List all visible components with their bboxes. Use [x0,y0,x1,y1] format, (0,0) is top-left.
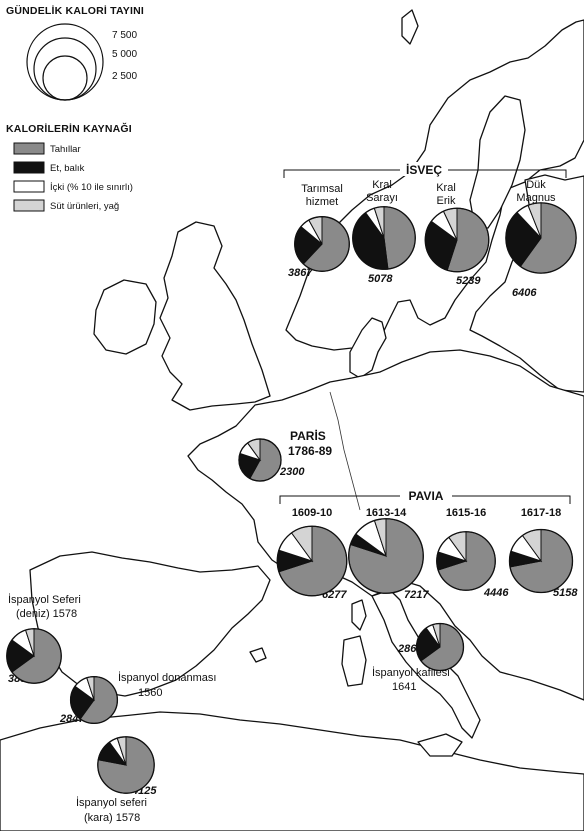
great-britain [159,221,271,411]
pie-s1-outline [294,216,350,272]
size-value-7500: 7 500 [112,30,137,41]
pie-s2 [352,206,416,270]
source-legend-title: KALORİLERİN KAYNAĞI [6,122,132,135]
site-s1-name-2: hizmet [306,196,338,208]
site-navy-name-2: 1560 [138,687,162,699]
group-annotations: İSVEÇ PARİS 1786-89 PAVIA [279,162,571,504]
site-p3-kcal: 4446 [483,587,509,599]
sardinia [341,635,367,687]
site-s2-name-2: Sarayı [366,192,398,204]
pie-p1 [276,525,348,597]
north-africa [0,711,584,831]
site-s3-name-1: Kral [436,182,456,194]
site-sea-name-1: İspanyol Seferi [8,593,81,606]
site-paris-kcal: 2300 [279,466,305,478]
site-navy-name-1: İspanyol donanması [118,671,216,684]
pie-sea [6,628,62,684]
site-p2-years: 1613-14 [366,507,407,519]
size-circle-7500 [26,23,104,101]
size-value-2500: 2 500 [112,71,137,82]
legend-label-drink: İçki (% 10 ile sınırlı) [50,182,133,193]
pie-p2-outline [348,518,424,594]
legend-label-grain: Tahıllar [50,144,81,155]
pie-p4-outline [508,528,574,594]
pie-p2 [348,518,424,594]
site-p3-years: 1615-16 [446,507,486,519]
pie-charts [6,202,577,794]
swatch-meat [13,161,45,174]
size-value-5000: 5 000 [112,49,137,60]
pie-p3 [436,531,496,591]
site-s3-name-2: Erik [437,195,456,207]
site-land-name-1: İspanyol seferi [76,796,147,809]
site-labels: Tarımsal hizmet 3867 Kral Sarayı 5078 Kr… [8,179,578,824]
site-s1-name-1: Tarımsal [301,183,343,195]
site-convoy-name-2: 1641 [392,681,416,693]
denmark-landmass [349,317,387,379]
pie-s4-outline [505,202,577,274]
corsica [351,599,367,631]
site-s2-name-1: Kral [372,179,392,191]
site-land-name-2: (kara) 1578 [84,812,140,824]
pie-sea-outline [6,628,62,684]
legend: GÜNDELİK KALORİ TAYINI 7 500 5 000 2 500… [6,4,144,212]
swatch-grain [13,142,45,155]
pie-land-outline [97,736,155,794]
site-s4-name-2: Magnus [516,192,556,204]
site-s4-name-1: Dük [526,179,546,191]
size-circle-2500 [42,55,88,101]
legend-label-dairy: Süt ürünleri, yağ [50,201,119,212]
paris-heading: PARİS [290,428,326,443]
swatch-drink [13,180,45,193]
pie-s3 [424,207,490,273]
swatch-dairy [13,199,45,212]
pie-navy-outline [69,675,119,725]
iberian-peninsula [29,551,271,697]
paris-years: 1786-89 [288,444,332,458]
pie-navy [69,675,119,725]
gulf-of-bothnia [469,95,526,229]
legend-label-meat: Et, balık [50,163,85,174]
sweden-heading-bg [400,162,448,176]
pie-convoy [415,622,465,672]
site-p4-kcal: 5158 [553,587,578,599]
site-s1-kcal: 3867 [288,267,313,279]
site-sea-name-2: (deniz) 1578 [16,608,77,620]
ireland [93,279,157,355]
size-legend-title: GÜNDELİK KALORİ TAYINI [6,4,144,17]
site-p1-years: 1609-10 [292,507,332,519]
pavia-heading: PAVIA [409,489,444,503]
site-p4-years: 1617-18 [521,507,561,519]
pie-land [97,736,155,794]
sicily [417,733,463,757]
size-circle-5000 [33,37,97,101]
pie-s1 [294,216,350,272]
sweden-heading: İSVEÇ [406,162,442,177]
northern-islands [401,9,419,45]
pavia-heading-bg [400,488,452,502]
site-s3-kcal: 5239 [456,275,481,287]
pie-paris-outline [238,438,282,482]
site-p2-kcal: 7217 [404,589,429,601]
site-s2-kcal: 5078 [368,273,393,285]
pie-s4 [505,202,577,274]
balearic-islands [249,647,267,663]
pie-convoy-outline [415,622,465,672]
pie-p3-outline [436,531,496,591]
pie-paris [238,438,282,482]
site-s4-kcal: 6406 [512,287,537,299]
pie-s2-outline [352,206,416,270]
pie-s3-outline [424,207,490,273]
pie-p4 [508,528,574,594]
pie-p1-outline [276,525,348,597]
site-convoy-name-1: İspanyol kafilesi [372,666,450,679]
rhine-river [329,391,361,511]
